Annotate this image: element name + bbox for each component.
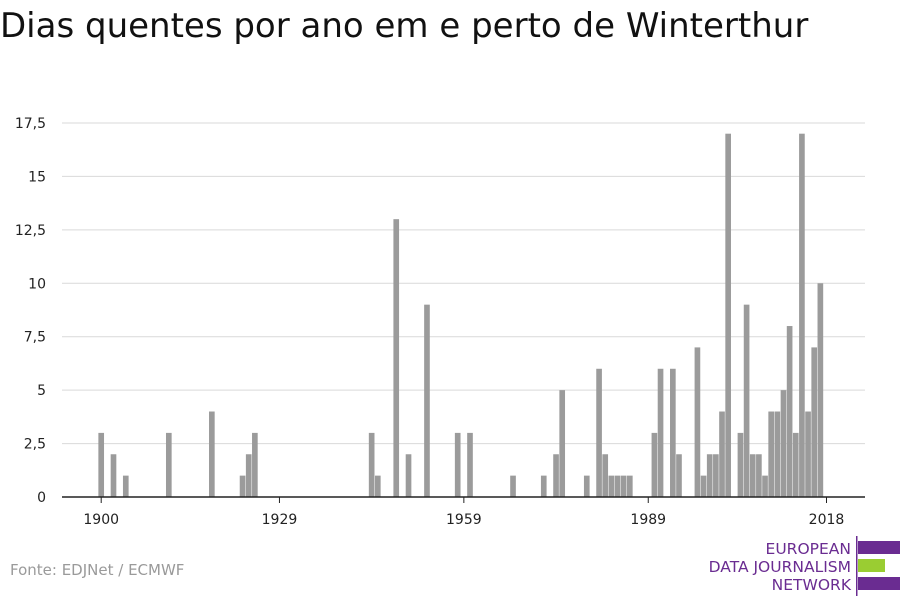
bar	[245, 454, 252, 497]
bar	[620, 475, 627, 497]
bar	[510, 475, 516, 497]
x-axis-ticks: 1900 1929 1959 1989 2018	[83, 497, 844, 528]
x-tick-label: 1900	[83, 512, 119, 528]
bar	[700, 475, 707, 497]
bar	[713, 454, 719, 497]
bar	[165, 432, 172, 497]
bar	[706, 454, 713, 497]
bar	[596, 368, 602, 497]
bar	[768, 411, 775, 497]
bar	[780, 390, 787, 497]
bar	[98, 432, 105, 497]
bar	[626, 475, 633, 497]
bar	[368, 432, 375, 497]
bar	[393, 219, 400, 497]
logo-line-2: DATA JOURNALISM	[709, 558, 851, 576]
bar	[811, 347, 818, 497]
bar	[817, 283, 824, 497]
bar	[374, 475, 381, 497]
bar-series	[98, 133, 824, 497]
bar	[676, 454, 682, 497]
y-axis-labels: 0 2,5 5 7,5 10 12,5 15 17,5	[15, 116, 46, 506]
bar	[405, 454, 412, 497]
logo-bar-green	[858, 559, 885, 572]
bar	[110, 454, 117, 497]
bar	[424, 304, 430, 497]
bar	[608, 475, 615, 497]
x-tick-label: 1959	[446, 512, 482, 528]
edjnet-logo: EUROPEAN DATA JOURNALISM NETWORK	[709, 536, 900, 596]
logo-line-3: NETWORK	[772, 576, 852, 594]
bar	[602, 454, 609, 497]
bar	[799, 133, 805, 497]
bar	[719, 411, 725, 497]
bar	[209, 411, 215, 497]
gridlines	[62, 122, 865, 445]
bar	[614, 475, 621, 497]
bar	[792, 432, 799, 497]
bar	[540, 475, 547, 497]
y-tick-label: 7,5	[24, 330, 46, 346]
y-tick-label: 12,5	[15, 223, 46, 239]
source-note: Fonte: EDJNet / ECMWF	[10, 561, 185, 579]
bar	[454, 432, 461, 497]
bar	[725, 133, 731, 497]
bar	[756, 454, 762, 497]
y-tick-label: 0	[37, 490, 46, 506]
y-tick-label: 2,5	[24, 437, 46, 453]
bar	[762, 475, 768, 497]
logo-bar-purple-bottom	[858, 577, 900, 590]
bar	[651, 432, 658, 497]
y-tick-label: 10	[28, 276, 46, 292]
y-tick-label: 5	[37, 383, 46, 399]
bar	[252, 432, 258, 497]
bar	[467, 432, 473, 497]
bar	[737, 432, 744, 497]
x-tick-label: 1989	[630, 512, 666, 528]
logo-line-1: EUROPEAN	[766, 540, 851, 558]
chart-title: Dias quentes por ano em e perto de Winte…	[0, 6, 809, 46]
bar	[239, 475, 246, 497]
bar	[805, 411, 811, 497]
bar	[583, 475, 590, 497]
bar	[553, 454, 559, 497]
bar	[743, 304, 750, 497]
bar	[122, 475, 129, 497]
x-tick-label: 2018	[809, 512, 845, 528]
bar	[774, 411, 781, 497]
x-tick-label: 1929	[262, 512, 298, 528]
logo-bar-purple-top	[858, 541, 900, 554]
bar	[657, 368, 664, 497]
bar	[670, 368, 676, 497]
y-tick-label: 15	[28, 169, 46, 185]
logo-divider	[856, 536, 858, 596]
bar	[694, 347, 701, 497]
bar	[749, 454, 756, 497]
bar	[559, 390, 566, 497]
bar	[786, 326, 793, 497]
y-tick-label: 17,5	[15, 116, 46, 132]
